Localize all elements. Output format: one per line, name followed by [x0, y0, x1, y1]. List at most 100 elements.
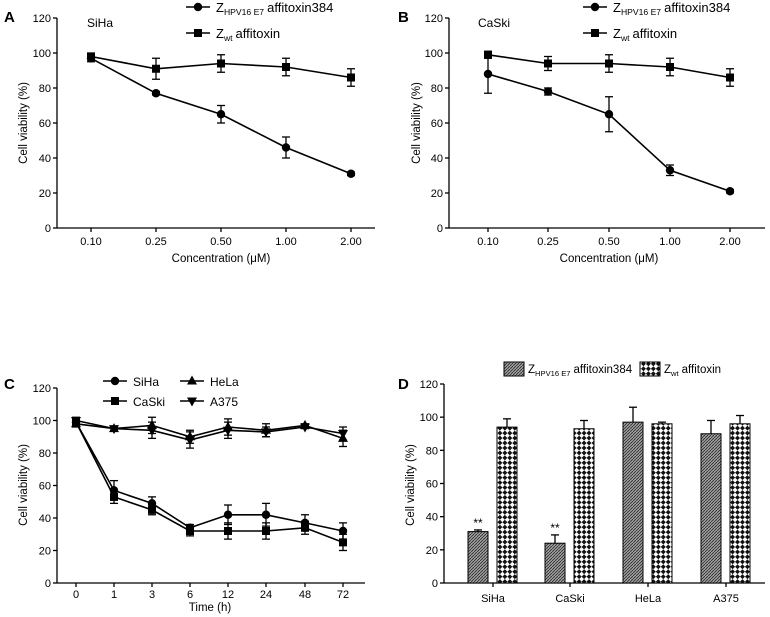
- legend-label-subscript: HPV16 E7: [535, 369, 570, 378]
- circle-marker: [110, 376, 120, 386]
- legend-label-rest: affitoxin384: [267, 0, 333, 15]
- y-tick-label: 40: [39, 513, 51, 525]
- panel-letter: C: [4, 376, 15, 393]
- y-axis-label: Cell viability (%): [411, 82, 423, 164]
- error-bar: [551, 534, 559, 544]
- error-bar: [580, 419, 588, 429]
- series: [71, 416, 348, 448]
- legend-label-main: Z: [216, 0, 224, 15]
- circle-marker: [338, 526, 348, 536]
- x-axis-label: Concentration (μM): [172, 253, 271, 265]
- x-tick-label: 0.50: [210, 236, 231, 248]
- series-line: [487, 73, 731, 193]
- y-tick-label: 20: [426, 545, 438, 557]
- x-axis-label: Time (h): [189, 602, 232, 614]
- legend-item: CaSki: [103, 395, 165, 409]
- y-tick-label: 40: [426, 512, 438, 524]
- legend-label-main: Z: [216, 26, 224, 41]
- circle-marker: [151, 89, 161, 98]
- panel-letter: D: [398, 376, 409, 393]
- panel-title: SiHa: [87, 16, 113, 30]
- square-marker: [262, 527, 270, 535]
- y-tick-label: 40: [431, 153, 443, 165]
- legend-swatch: [639, 361, 661, 377]
- y-axis-label: Cell viability (%): [405, 444, 417, 526]
- y-tick-label: 120: [420, 379, 438, 391]
- triangle-down-marker: [185, 436, 195, 446]
- x-tick-label: 2.00: [340, 236, 361, 248]
- x-tick-label: 72: [337, 589, 349, 601]
- square-marker: [282, 63, 290, 71]
- legend-item: A375: [180, 395, 238, 409]
- x-axis-label: Concentration (μM): [560, 253, 659, 265]
- legend-label: A375: [210, 395, 238, 409]
- error-bar: [474, 529, 482, 532]
- significance-marker: **: [550, 521, 560, 535]
- bar-series: [467, 406, 722, 584]
- axes: 0 20 40 60 80 100 120 0.10 0.25 0.50 1.00 2.00 Conce…: [411, 13, 765, 265]
- bar: [467, 531, 489, 584]
- series: [483, 54, 735, 196]
- y-tick-label: 100: [425, 48, 443, 60]
- legend-label: CaSki: [133, 395, 165, 409]
- square-marker: [111, 397, 119, 405]
- series-line: [75, 419, 344, 441]
- series: [72, 418, 347, 552]
- square-marker: [605, 59, 613, 68]
- legend-label-subscript: wt: [670, 369, 679, 378]
- legend-label-main: Z: [528, 364, 535, 376]
- square-marker: [224, 527, 232, 535]
- legend-label-main: SiHa: [133, 375, 159, 389]
- x-tick-label: 12: [222, 589, 234, 601]
- legend-label: Zwt affitoxin: [216, 26, 280, 43]
- series-line: [75, 421, 344, 544]
- y-tick-label: 80: [39, 448, 51, 460]
- series: [87, 52, 355, 87]
- panel-title: CaSki: [478, 16, 510, 30]
- error-bar: [658, 421, 666, 424]
- square-marker: [544, 59, 552, 68]
- y-tick-label: 100: [33, 416, 51, 428]
- square-marker: [726, 73, 734, 82]
- y-tick-label: 0: [437, 223, 443, 235]
- square-marker: [301, 523, 309, 532]
- series: [484, 50, 734, 87]
- legend-item: Zwt affitoxin: [186, 26, 280, 43]
- circle-marker: [346, 169, 356, 178]
- legend-item: Zwt affitoxin: [583, 26, 677, 43]
- triangle-down-marker: [261, 428, 271, 438]
- plot-data: [71, 416, 348, 552]
- panel-letter: B: [398, 9, 409, 26]
- y-tick-label: 20: [39, 546, 51, 558]
- legend-label-subscript: wt: [223, 33, 233, 43]
- circle-marker: [216, 110, 226, 119]
- y-tick-label: 0: [45, 578, 51, 590]
- x-tick-label: 1.00: [659, 236, 680, 248]
- plot-data: [86, 52, 356, 178]
- x-tick-label: CaSki: [555, 593, 584, 605]
- y-tick-label: 100: [420, 412, 438, 424]
- bar: [622, 421, 644, 584]
- legend-label-rest: affitoxin: [633, 26, 678, 41]
- legend-label-subscript: wt: [620, 33, 630, 43]
- legend-item: ZHPV16 E7 affitoxin384: [186, 0, 333, 17]
- circle-marker: [483, 69, 493, 79]
- square-marker: [666, 63, 674, 71]
- triangle-down-marker: [109, 425, 119, 435]
- legend-label: SiHa: [133, 375, 159, 389]
- y-tick-label: 60: [431, 118, 443, 130]
- square-marker: [484, 50, 492, 59]
- panel-b: B CaSki 0 20 40 60 80 100 120 0.10 0.25 0.50 1.00 2.0…: [398, 0, 765, 265]
- x-tick-label: 0.25: [537, 236, 558, 248]
- x-tick-label: 0.10: [477, 236, 498, 248]
- bar: [544, 542, 566, 584]
- legend-item: ZHPV16 E7 affitoxin384: [503, 361, 633, 378]
- legend-label-main: Z: [613, 0, 621, 15]
- x-tick-label: 0.25: [145, 236, 166, 248]
- legend-label-rest: affitoxin384: [574, 364, 633, 376]
- x-tick-label: SiHa: [481, 593, 506, 605]
- legend-item: ZHPV16 E7 affitoxin384: [583, 0, 730, 17]
